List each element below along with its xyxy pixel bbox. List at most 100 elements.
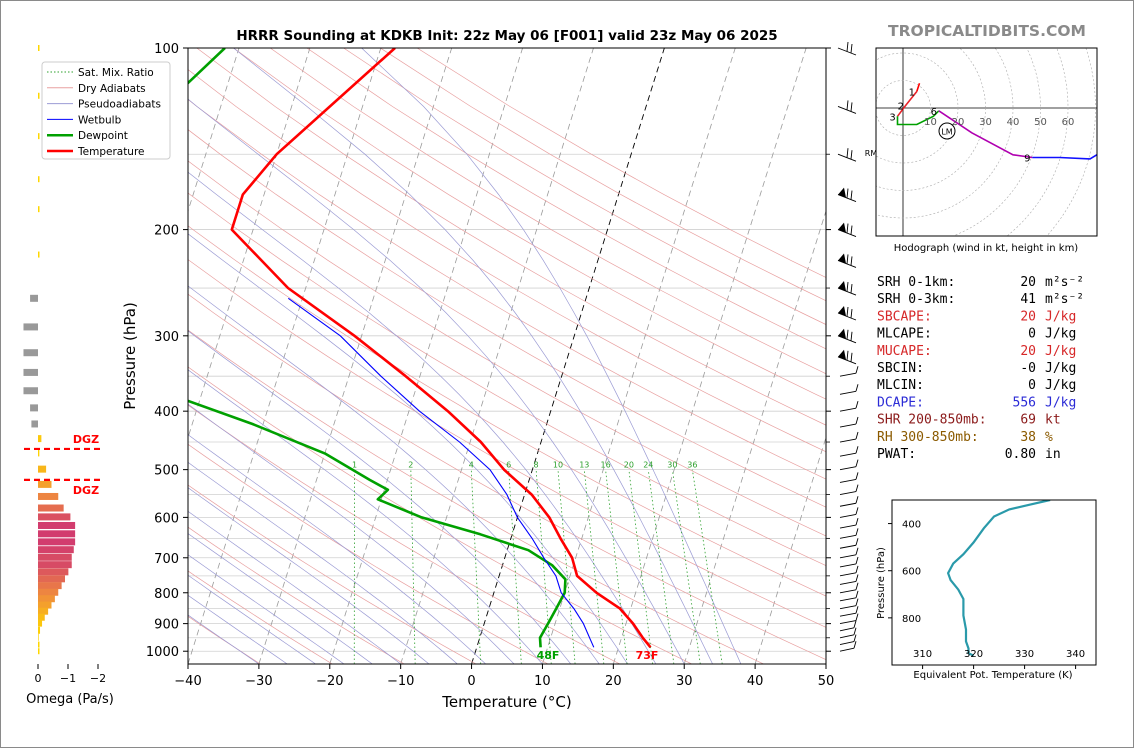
barb-shaft	[839, 581, 857, 585]
indices-panel: SRH 0-1km: 20 m²s⁻² SRH 0-3km: 41 m²s⁻² SBCAPE…	[877, 275, 1084, 462]
wind-barb	[839, 556, 859, 568]
dry-adiabat	[306, 48, 826, 350]
wind-barb	[839, 590, 859, 602]
barb-flag	[855, 517, 859, 526]
theta-e-frame	[891, 499, 1097, 666]
x-tick-label: 10	[534, 674, 551, 689]
barb-flag	[855, 590, 859, 598]
wind-barb	[839, 507, 859, 518]
wind-barb	[839, 641, 857, 652]
pseudoadiabat	[188, 461, 458, 664]
barb-pennant	[838, 253, 846, 264]
surface-temp-label: 73F	[636, 649, 659, 662]
omega-bar	[38, 575, 65, 583]
hodograph-height-label: 6	[931, 107, 937, 118]
dry-adiabat	[188, 293, 826, 661]
barb-shaft	[839, 612, 857, 617]
isotherm-line	[0, 48, 26, 664]
barb-pennant	[838, 306, 846, 317]
omega-bar	[38, 133, 40, 140]
dewpoint-profile	[188, 48, 567, 648]
hodograph-height-label: 2	[898, 101, 904, 112]
omega-tick-label: −2	[90, 672, 106, 685]
mixing-ratio-line	[628, 469, 654, 664]
dry-adiabat	[380, 48, 826, 302]
index-unit: %	[1045, 430, 1053, 445]
omega-bar	[38, 561, 72, 569]
y-tick-label: 300	[154, 330, 179, 345]
legend: Sat. Mix. Ratio Dry Adiabats Pseudoadiabat…	[41, 61, 171, 160]
barb-flag	[855, 507, 859, 515]
pseudoadiabat	[188, 487, 430, 664]
omega-tick-label: −1	[60, 672, 76, 685]
wind-barb	[839, 472, 859, 483]
barb-flag	[850, 150, 853, 160]
wind-barb	[839, 446, 859, 457]
dry-adiabat	[196, 48, 826, 426]
hodograph-ring-label: 10	[924, 117, 937, 128]
y-tick-label: 900	[154, 618, 179, 633]
surface-dew-label: 48F	[537, 649, 560, 662]
legend-label: Sat. Mix. Ratio	[78, 67, 154, 79]
omega-xlabel: Omega (Pa/s)	[26, 692, 114, 707]
skew-t-plot: 1 2 4 6 8 10 13 16 20 24 30 36 −40 −30 −20 −10 0 10 20 30 4…	[0, 42, 834, 711]
x-tick-label: −40	[174, 674, 201, 689]
omega-bar	[38, 582, 62, 590]
barb-flag	[850, 283, 853, 294]
barb-flag	[855, 556, 859, 565]
barb-shaft	[839, 524, 857, 529]
skew-t-frame	[187, 47, 827, 665]
wind-barb	[839, 431, 859, 443]
y-tick-label: 500	[154, 464, 179, 479]
wetbulb-profile	[287, 297, 595, 648]
barb-shaft	[839, 563, 857, 568]
omega-bar	[38, 176, 40, 183]
barb-shaft	[839, 390, 857, 395]
dry-adiabat	[343, 48, 826, 325]
legend-label: Wetbulb	[78, 114, 122, 126]
dry-adiabat	[269, 48, 826, 375]
barb-shaft	[839, 597, 857, 602]
omega-bar	[38, 568, 69, 576]
pseudoadiabat	[188, 98, 685, 664]
wind-barb	[837, 100, 857, 114]
dry-adiabat	[188, 259, 826, 628]
mixing-ratio-label: 2	[408, 461, 413, 470]
theta-e-y-tick-label: 800	[902, 614, 921, 625]
mixing-ratio-label: 8	[534, 461, 539, 470]
x-tick-label: 40	[747, 674, 764, 689]
hodograph-ring-label: 20	[952, 117, 965, 128]
wind-barb	[839, 582, 859, 594]
watermark: TROPICALTIDBITS.COM	[888, 22, 1086, 40]
pseudoadiabat	[188, 330, 572, 664]
theta-e-x-tick-label: 330	[1015, 649, 1034, 660]
barb-flag	[855, 598, 859, 606]
skew-t-ylabel: Pressure (hPa)	[121, 302, 139, 410]
wind-barb	[839, 517, 859, 529]
index-name: SBCAPE:	[877, 309, 932, 324]
barb-flag	[855, 547, 859, 555]
omega-bar	[38, 619, 43, 627]
barb-flag	[855, 459, 859, 467]
omega-bar	[38, 251, 40, 258]
dry-adiabat	[188, 615, 261, 664]
barb-shaft	[839, 641, 855, 646]
omega-bar	[38, 538, 76, 546]
index-name: SHR 200-850mb:	[877, 413, 987, 428]
index-value: 41	[1020, 292, 1036, 307]
barb-pennant	[838, 187, 846, 198]
omega-bar	[38, 45, 40, 51]
mixing-ratio-label: 30	[667, 461, 677, 470]
omega-bar	[38, 607, 49, 615]
hodograph-height-label: 3	[889, 112, 895, 123]
barb-flag	[855, 384, 859, 392]
barb-flag	[846, 350, 849, 361]
hodograph-ring-label: 60	[1062, 117, 1075, 128]
index-name: DCAPE:	[877, 395, 924, 410]
barb-flag	[846, 254, 849, 264]
barb-flag	[855, 606, 859, 614]
dry-adiabat	[188, 484, 477, 664]
barb-flag	[855, 431, 859, 440]
barb-shaft	[839, 491, 857, 496]
omega-bar	[38, 465, 47, 473]
